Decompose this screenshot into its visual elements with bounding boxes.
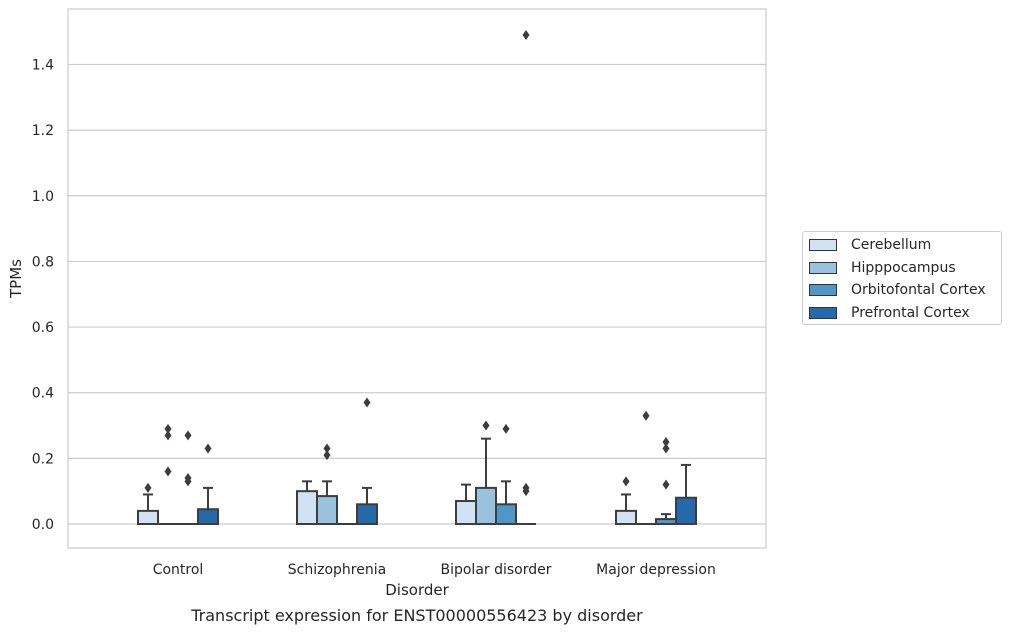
box <box>615 509 637 526</box>
legend-label: Orbitofontal Cortex <box>851 282 986 298</box>
outlier-point <box>184 473 192 484</box>
legend: Cerebellum Hipppocampus Orbitofontal Corte… <box>802 231 1002 325</box>
box <box>475 486 497 525</box>
box-prefrontal-cortex <box>675 463 697 526</box>
x-tick-label: Control <box>153 562 204 578</box>
x-tick-label: Schizophrenia <box>288 562 386 578</box>
outlier-point <box>662 479 670 490</box>
box-cerebellum <box>455 483 477 525</box>
outlier-point <box>164 430 172 441</box>
legend-swatch <box>809 261 837 274</box>
outlier-point <box>662 436 670 447</box>
box <box>137 509 159 526</box>
x-tick-label: Major depression <box>596 562 716 578</box>
box-prefrontal-cortex <box>516 29 536 525</box>
legend-item: Cerebellum <box>809 236 931 254</box>
legend-item: Prefrontal Cortex <box>809 304 970 322</box>
outlier-point <box>522 29 530 40</box>
box-hipppocampus <box>316 443 338 525</box>
y-tick-label: 0.0 <box>32 517 54 533</box>
outlier-point <box>642 410 650 421</box>
box-hipppocampus <box>158 423 178 525</box>
y-tick-label: 1.0 <box>32 189 54 205</box>
box <box>356 503 378 525</box>
box <box>455 500 477 525</box>
outlier-point <box>662 443 670 454</box>
chart-caption: Transcript expression for ENST0000055642… <box>191 606 643 625</box>
y-tick-label: 1.2 <box>32 123 54 139</box>
box <box>495 503 517 525</box>
legend-label: Cerebellum <box>851 237 932 253</box>
legend-swatch <box>809 239 837 251</box>
plot-frame <box>67 8 767 549</box>
box-cerebellum <box>615 476 637 526</box>
outlier-point <box>323 450 331 461</box>
legend-label: Hipppocampus <box>851 259 956 276</box>
y-tick-label: 1.4 <box>32 58 54 74</box>
box <box>675 496 697 526</box>
outlier-point <box>363 397 371 408</box>
y-tick-label: 0.2 <box>32 451 54 467</box>
box-hipppocampus <box>636 410 656 525</box>
outlier-point <box>622 476 630 487</box>
outlier-point <box>144 482 152 493</box>
box-orbitofontal-cortex <box>495 423 517 525</box>
legend-item: Hipppocampus <box>809 259 956 277</box>
box-hipppocampus <box>475 420 497 525</box>
outlier-point <box>164 466 172 477</box>
outlier-point <box>204 443 212 454</box>
box <box>296 490 318 525</box>
outlier-point <box>482 420 490 431</box>
x-tick-labels: Control Schizophrenia Bipolar disorder Majo… <box>153 562 716 578</box>
box-orbitofontal-cortex <box>178 430 198 525</box>
box-cerebellum <box>296 480 318 525</box>
box-plot-series <box>137 29 697 526</box>
legend-swatch <box>809 284 837 296</box>
box <box>316 495 338 525</box>
y-tick-label: 0.6 <box>32 320 54 336</box>
outlier-point <box>164 423 172 434</box>
outlier-point <box>502 423 510 434</box>
legend-item: Orbitofontal Cortex <box>809 281 986 299</box>
box-orbitofontal-cortex <box>655 436 677 525</box>
x-tick-label: Bipolar disorder <box>440 562 551 578</box>
box <box>197 508 219 525</box>
y-axis-title: TPMs <box>7 259 25 299</box>
x-axis-title: Disorder <box>385 581 449 599</box>
box-cerebellum <box>137 482 159 526</box>
box-prefrontal-cortex <box>197 443 219 525</box>
box-prefrontal-cortex <box>356 397 378 525</box>
outlier-point <box>323 443 331 454</box>
gridlines <box>68 63 766 525</box>
y-tick-label: 0.4 <box>32 386 54 402</box>
y-tick-labels: 0.0 0.2 0.4 0.6 0.8 1.0 1.2 1.4 <box>32 58 54 534</box>
legend-swatch <box>809 306 837 319</box>
legend-label: Prefrontal Cortex <box>851 304 970 321</box>
outlier-point <box>522 482 530 493</box>
outlier-point <box>184 430 192 441</box>
y-tick-label: 0.8 <box>32 254 54 270</box>
